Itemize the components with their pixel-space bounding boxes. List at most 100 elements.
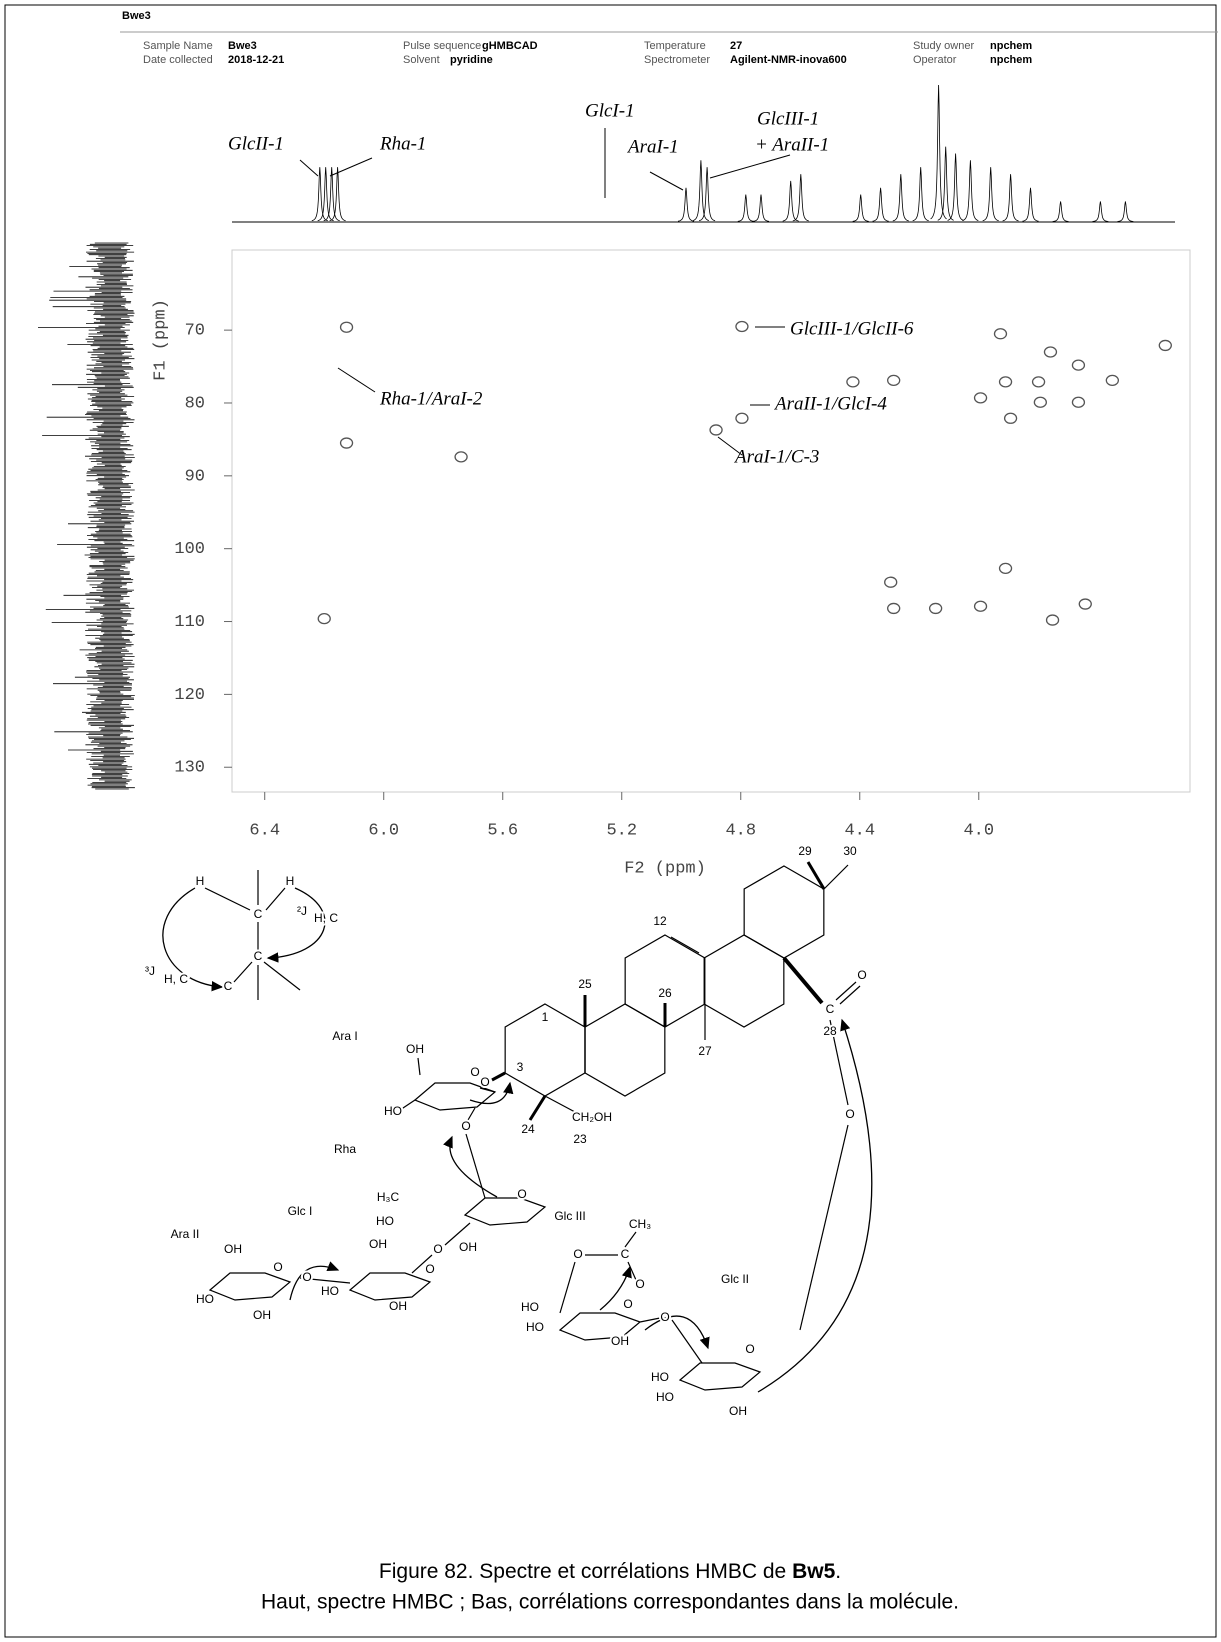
cross-peak (1071, 396, 1086, 408)
sugar-ring (348, 1272, 432, 1301)
bond (544, 1095, 576, 1113)
hmbc-arrow (266, 887, 326, 963)
atom-label: O (470, 1065, 479, 1079)
cross-peak-annotation: GlcIII-1/GlcII-6 (790, 318, 914, 339)
peak-annotation: GlcIII-1 (757, 108, 819, 129)
x-tick-label: 5.2 (606, 821, 637, 840)
header-title: Bwe3 (122, 10, 151, 22)
field-value: npchem (990, 54, 1032, 66)
hmbc-arrow (289, 1261, 340, 1301)
y-tick-label: 120 (174, 686, 205, 705)
atom-label: 27 (698, 1044, 712, 1058)
hmbc-arrow (469, 1081, 514, 1105)
bond (299, 1277, 351, 1284)
cross-peak (1033, 396, 1047, 408)
y-tick-label: 100 (174, 540, 205, 559)
atom-label: 26 (658, 986, 672, 1000)
x-tick-label: 4.8 (725, 821, 756, 840)
sugar-ring (678, 1362, 762, 1391)
peak (937, 146, 954, 221)
atom-label: 28 (823, 1024, 837, 1038)
cross-peak (1003, 412, 1018, 424)
atom-label: 3 (517, 1060, 524, 1074)
cross-peak-annotation: Rha-1/AraI-2 (379, 388, 483, 409)
atom-label: Glc II (721, 1272, 749, 1286)
cross-peak (887, 602, 901, 615)
peak (692, 160, 709, 221)
cross-peak (998, 376, 1013, 388)
annotation-line (649, 171, 684, 191)
atom-label: 23 (573, 1132, 587, 1146)
field-label: Pulse sequence (403, 40, 481, 52)
atom-label: ³J (145, 964, 155, 978)
atom-label: H, C (164, 972, 188, 986)
atom-label: O (623, 1297, 632, 1311)
atom-label: 1 (542, 1010, 549, 1024)
peak (1052, 201, 1069, 222)
peak (872, 187, 889, 222)
atom-label: 24 (521, 1122, 535, 1136)
atom-label: OH (406, 1042, 424, 1056)
cross-peak (339, 321, 354, 333)
atom-label: OH (611, 1334, 629, 1348)
atom-label: HO (384, 1104, 402, 1118)
atom-label: ²J (297, 904, 307, 918)
atom-label: C (254, 949, 263, 963)
x-tick-label: 4.4 (844, 821, 875, 840)
cross-peak (998, 562, 1013, 575)
cross-peak (1158, 339, 1172, 352)
x-tick-label: 5.6 (487, 821, 518, 840)
atom-label: O (480, 1075, 489, 1089)
field-value: 27 (730, 40, 742, 52)
ring (584, 1003, 666, 1097)
peak (1002, 174, 1019, 222)
atom-label: O (857, 968, 866, 982)
atom-label: CH₂OH (572, 1110, 612, 1124)
peak (1022, 187, 1039, 222)
bond (835, 981, 857, 1001)
peak (852, 194, 869, 222)
peak-annotation: GlcI-1 (585, 100, 635, 121)
cross-peak (735, 412, 749, 424)
peak (912, 167, 929, 222)
cross-peak-annotation: AraII-1/GlcI-4 (773, 393, 887, 414)
bond (624, 1231, 637, 1248)
y-axis-label: F1 (ppm) (151, 299, 170, 381)
ring (743, 865, 825, 959)
atom-label: Rha (334, 1142, 356, 1156)
peak (982, 167, 999, 222)
peak (323, 167, 340, 222)
atom-label: O (302, 1270, 311, 1284)
sugar-ring (208, 1272, 292, 1301)
cross-peak (973, 392, 988, 404)
atom-label: C (254, 907, 263, 921)
bond (670, 936, 700, 954)
bond (204, 887, 251, 911)
field-value: 2018-12-21 (228, 54, 284, 66)
field-label: Solvent (403, 54, 440, 66)
cross-peak (973, 600, 988, 612)
atom-label: C (826, 1002, 835, 1016)
x-tick-label: 6.4 (249, 821, 280, 840)
peak (947, 153, 964, 221)
atom-label: O (273, 1260, 282, 1274)
peak (677, 187, 695, 222)
peak (698, 167, 716, 222)
peak-annotation: Rha-1 (379, 133, 426, 154)
peak-annotation: + AraII-1 (755, 134, 829, 155)
atom-label: HO (376, 1214, 394, 1228)
cross-peak (454, 451, 468, 463)
caption-line1: Figure 82. Spectre et corrélations HMBC … (379, 1560, 841, 1583)
atom-label: C (224, 979, 233, 993)
field-value: npchem (990, 40, 1032, 52)
peak (317, 167, 334, 222)
annotation-line (717, 436, 743, 456)
bond (263, 961, 301, 991)
atom-label: O (425, 1262, 434, 1276)
cross-peak (317, 612, 331, 625)
caption-text: . (835, 1560, 841, 1583)
bond (467, 1107, 476, 1121)
atom-label: CH₃ (629, 1217, 651, 1231)
page-border (4, 4, 1217, 1638)
